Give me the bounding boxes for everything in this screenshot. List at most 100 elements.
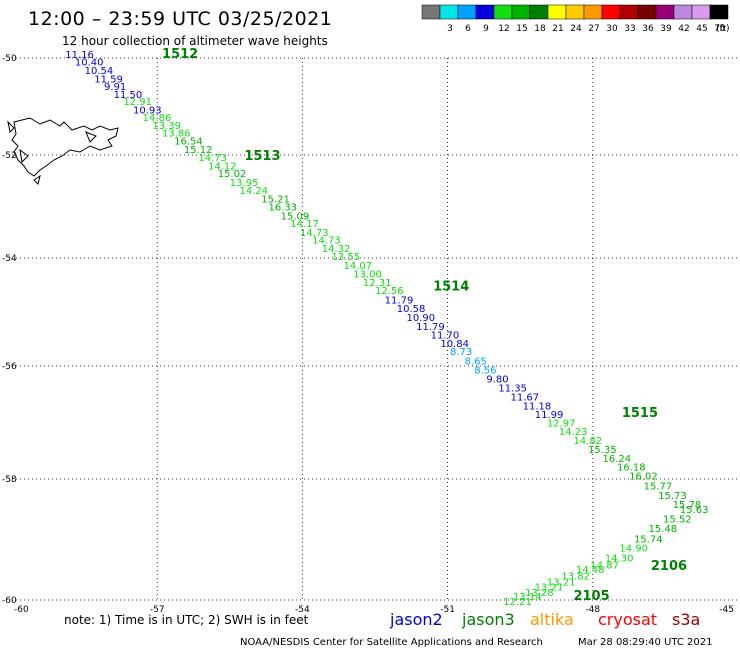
wave-height-label: 13.00 bbox=[353, 269, 382, 280]
wave-height-label: 14.24 bbox=[239, 186, 268, 197]
legend-label: 36 bbox=[642, 24, 654, 34]
legend-swatch bbox=[493, 4, 513, 20]
wave-height-label: 12.21 bbox=[503, 597, 532, 608]
wave-height-label: 15.12 bbox=[184, 145, 213, 156]
wave-height-label: 15.48 bbox=[648, 524, 677, 535]
wave-height-label: 8.65 bbox=[465, 356, 487, 367]
wave-height-label: 10.58 bbox=[397, 304, 426, 315]
wave-height-label: 13.86 bbox=[162, 129, 191, 140]
legend-label: 70 bbox=[714, 24, 726, 34]
wave-height-label: 14.48 bbox=[576, 565, 605, 576]
wave-height-label: 14.73 bbox=[198, 153, 227, 164]
wave-height-label: 14.32 bbox=[322, 244, 351, 255]
wave-height-label: 11.50 bbox=[114, 90, 143, 101]
wave-height-label: 9.91 bbox=[104, 82, 126, 93]
legend-label: 3 bbox=[447, 24, 453, 34]
legend-swatch bbox=[565, 4, 585, 20]
wave-height-label: 15.63 bbox=[680, 505, 709, 516]
legend-label: 12 bbox=[498, 24, 509, 34]
wave-height-label: 15.78 bbox=[673, 500, 702, 511]
wave-height-label: 12.31 bbox=[363, 278, 392, 289]
wave-height-label: 15.74 bbox=[634, 535, 663, 546]
wave-height-label: 15.77 bbox=[644, 481, 673, 492]
lat-tick-label: -54 bbox=[2, 254, 17, 264]
legend-swatch bbox=[439, 4, 459, 20]
wave-height-label: 15.73 bbox=[658, 491, 687, 502]
legend-label: 45 bbox=[696, 24, 707, 34]
legend-label: 42 bbox=[678, 24, 689, 34]
map-subtitle: 12 hour collection of altimeter wave hei… bbox=[62, 34, 328, 48]
legend-swatch bbox=[619, 4, 639, 20]
wave-height-label: 12.91 bbox=[123, 97, 152, 108]
legend-label: 9 bbox=[483, 24, 489, 34]
pass-number: 1515 bbox=[622, 406, 658, 421]
legend-swatch bbox=[709, 4, 729, 20]
wave-height-label: 11.59 bbox=[94, 74, 123, 85]
wave-height-label: 11.67 bbox=[511, 392, 540, 403]
wave-height-label: 10.40 bbox=[75, 57, 104, 68]
lat-tick-label: -56 bbox=[2, 362, 17, 372]
wave-height-label: 12.97 bbox=[547, 418, 576, 429]
pass-number: 1512 bbox=[162, 47, 198, 62]
wave-height-label: 15.35 bbox=[588, 445, 617, 456]
wave-height-label: 11.18 bbox=[523, 402, 552, 413]
wave-height-label: 14.07 bbox=[344, 261, 373, 272]
wave-height-label: 14.12 bbox=[208, 161, 237, 172]
legend-swatch bbox=[655, 4, 675, 20]
lon-tick-label: -51 bbox=[440, 605, 455, 615]
wave-height-label: 10.93 bbox=[133, 105, 162, 116]
lat-tick-label: -52 bbox=[2, 151, 17, 161]
map-title: 12:00 – 23:59 UTC 03/25/2021 bbox=[28, 8, 332, 30]
wave-height-label: 15.09 bbox=[281, 211, 310, 222]
footnote: note: 1) Time is in UTC; 2) SWH is in fe… bbox=[64, 613, 309, 627]
wave-height-label: 11.99 bbox=[535, 410, 564, 421]
wave-height-label: 8.73 bbox=[450, 347, 472, 358]
legend-swatch bbox=[547, 4, 567, 20]
pass-number-labels: 1512 1513 1514 1515 2106 2105 bbox=[162, 47, 687, 604]
wave-height-label: 10.84 bbox=[440, 339, 469, 350]
lat-tick-label: -60 bbox=[2, 596, 17, 606]
legend-label: 15 bbox=[516, 24, 527, 34]
lat-tick-label: -50 bbox=[2, 54, 17, 64]
wave-height-label: 16.54 bbox=[174, 136, 203, 147]
pass-number: 1513 bbox=[244, 149, 280, 164]
satellite-name: s3a bbox=[672, 610, 700, 629]
wave-height-label: 14.30 bbox=[605, 553, 634, 564]
wave-height-label: 13.55 bbox=[331, 252, 360, 263]
legend-swatch bbox=[457, 4, 477, 20]
wave-height-label: 11.35 bbox=[498, 383, 527, 394]
wave-height-label: 15.02 bbox=[218, 169, 247, 180]
wave-height-label: 14.73 bbox=[312, 236, 341, 247]
lat-tick-label: -58 bbox=[2, 475, 17, 485]
wave-height-label: 13.21 bbox=[535, 582, 564, 593]
legend-label: 33 bbox=[624, 24, 635, 34]
satellite-name: jason2 bbox=[389, 610, 443, 629]
wave-height-label: 13.39 bbox=[152, 121, 181, 132]
wave-height-label: 10.90 bbox=[406, 313, 435, 324]
wave-height-label: 14.23 bbox=[559, 427, 588, 438]
pass-number: 2106 bbox=[651, 559, 687, 574]
pass-number: 1514 bbox=[433, 279, 469, 294]
plot-frame bbox=[12, 58, 738, 600]
legend-swatch bbox=[637, 4, 657, 20]
wave-height-label: 13.28 bbox=[525, 588, 554, 599]
wave-height-label: 14.17 bbox=[290, 219, 319, 230]
wave-height-label: 11.70 bbox=[431, 330, 460, 341]
wave-height-label: 15.21 bbox=[261, 194, 290, 205]
lon-tick-label: -48 bbox=[585, 605, 600, 615]
legend-swatch bbox=[691, 4, 711, 20]
satellite-name: altika bbox=[530, 610, 574, 629]
altimeter-tracks: 11.1610.4010.5411.599.9111.5012.9110.931… bbox=[65, 50, 708, 608]
satellite-legend: jason2 jason3 altika cryosat s3a bbox=[389, 610, 700, 629]
legend-label: 24 bbox=[570, 24, 582, 34]
wave-height-label: 16.02 bbox=[629, 472, 658, 483]
legend-unit: (ft) bbox=[716, 24, 730, 34]
lon-tick-label: -57 bbox=[150, 605, 165, 615]
legend-label: 6 bbox=[465, 24, 471, 34]
legend-label: 18 bbox=[534, 24, 546, 34]
legend-swatch bbox=[583, 4, 603, 20]
wave-height-label: 11.79 bbox=[416, 322, 445, 333]
lon-tick-label: -54 bbox=[295, 605, 310, 615]
wave-height-label: 10.54 bbox=[85, 66, 114, 77]
wave-height-label: 13.95 bbox=[230, 178, 259, 189]
